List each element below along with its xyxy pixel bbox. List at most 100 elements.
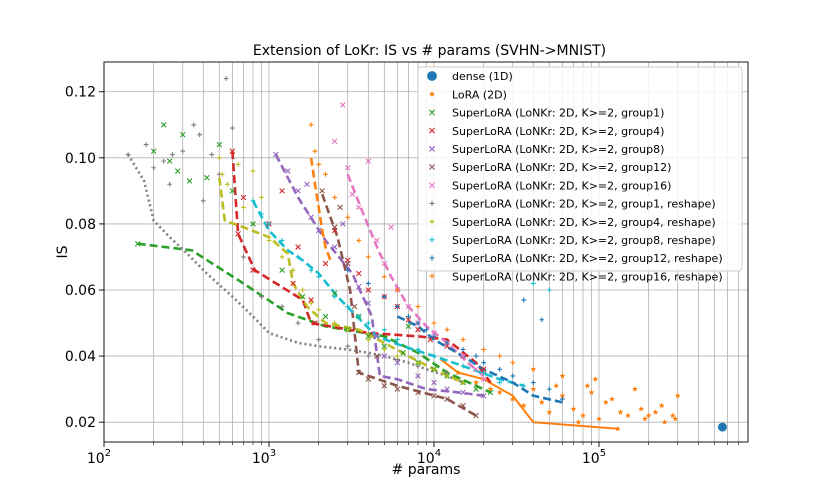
legend-label: SuperLoRA (LoNKr: 2D, K>=2, group16)	[452, 179, 671, 192]
data-point	[345, 343, 351, 349]
data-point	[473, 386, 479, 392]
data-point	[381, 274, 387, 280]
legend-item-dense-1d: dense (1D)	[427, 70, 513, 83]
data-point	[496, 389, 503, 395]
data-point	[266, 238, 272, 243]
data-point	[345, 214, 351, 220]
data-point	[415, 360, 421, 366]
data-point	[356, 314, 362, 319]
data-point	[170, 152, 175, 157]
series-lora-2d	[455, 366, 681, 432]
x-tick-label: 103	[252, 448, 276, 467]
data-point	[481, 360, 487, 366]
data-point	[559, 396, 565, 402]
data-point	[331, 138, 338, 145]
data-point	[431, 333, 437, 339]
data-point	[473, 366, 479, 373]
data-point	[427, 336, 434, 343]
y-tick-label: 0.12	[65, 85, 96, 101]
data-point	[344, 260, 351, 267]
legend-item-superlora-lonkr-2d-k-2-group1-reshape: SuperLoRA (LoNKr: 2D, K>=2, group1, resh…	[429, 198, 716, 211]
legend-item-superlora-lonkr-2d-k-2-group4-reshape: SuperLoRA (LoNKr: 2D, K>=2, group4, resh…	[429, 216, 716, 229]
data-point	[365, 353, 371, 359]
data-point	[431, 392, 437, 399]
data-point	[429, 255, 435, 261]
data-point	[316, 307, 322, 313]
data-point	[473, 379, 479, 385]
data-point	[250, 168, 256, 174]
data-point	[480, 366, 487, 373]
data-point	[652, 409, 659, 415]
data-point	[473, 353, 479, 359]
frontier-line-superlora-lonkr-2d-k-2-group4-reshape	[218, 177, 464, 384]
data-point	[355, 270, 362, 277]
data-point	[717, 422, 727, 432]
data-point	[460, 347, 466, 352]
data-point	[229, 188, 236, 194]
data-point	[322, 313, 329, 320]
data-point	[250, 221, 256, 227]
y-tick-label: 0.04	[65, 349, 96, 365]
frontier-line-superlora-lonkr-2d-k-2-group1-reshape	[126, 153, 464, 384]
data-point	[480, 392, 487, 399]
data-point	[424, 327, 429, 333]
data-point	[167, 181, 173, 187]
data-point	[308, 122, 314, 128]
plot-frame	[103, 61, 749, 443]
data-point	[332, 294, 338, 300]
data-point	[295, 320, 301, 326]
data-point	[638, 405, 644, 412]
data-point	[473, 412, 479, 419]
data-point	[520, 402, 527, 409]
data-point	[150, 148, 157, 155]
data-point	[204, 174, 210, 181]
legend-label: SuperLoRA (LoNKr: 2D, K>=2, group1, resh…	[452, 198, 716, 211]
data-point	[429, 237, 435, 243]
data-point	[429, 219, 435, 225]
data-point	[580, 412, 586, 418]
data-point	[481, 347, 487, 352]
data-point	[394, 287, 400, 293]
data-point	[444, 396, 450, 402]
data-point	[322, 260, 329, 267]
legend-item-superlora-lonkr-2d-k-2-group12: SuperLoRA (LoNKr: 2D, K>=2, group12)	[429, 161, 671, 174]
tick-layer: 102 103 104 105 0.02 0.04 0.06 0.08 0.10 0.12	[65, 85, 739, 467]
legend-label: dense (1D)	[452, 70, 513, 83]
data-point	[415, 389, 421, 396]
data-point	[355, 369, 362, 376]
data-point	[332, 320, 338, 326]
data-point	[197, 132, 203, 138]
data-point	[174, 168, 181, 174]
x-axis-label: # params	[392, 462, 461, 478]
data-point	[308, 300, 314, 306]
series-superlora-lonkr-2d-k-2-group8	[273, 151, 487, 399]
data-point	[460, 363, 466, 369]
data-point	[429, 145, 435, 152]
data-point	[332, 195, 338, 200]
x-tick-label: 102	[87, 448, 111, 467]
data-point	[460, 380, 466, 385]
data-point	[405, 303, 412, 310]
data-point	[381, 327, 387, 333]
data-point	[539, 317, 545, 323]
data-point	[546, 386, 552, 392]
data-point	[429, 164, 435, 170]
series-superlora-lonkr-2d-k-2-group16	[331, 102, 487, 383]
data-point	[428, 91, 436, 97]
data-point	[427, 71, 437, 81]
data-point	[316, 274, 322, 280]
data-point	[661, 419, 668, 425]
data-point	[200, 198, 206, 204]
data-point	[279, 238, 285, 243]
data-point	[415, 326, 421, 333]
data-point	[481, 370, 487, 376]
data-point	[429, 273, 435, 279]
data-point	[381, 353, 388, 359]
data-point	[241, 204, 246, 210]
frontier-layer	[126, 151, 618, 430]
data-point	[497, 366, 503, 372]
data-point	[381, 260, 388, 267]
legend-label: SuperLoRA (LoNKr: 2D, K>=2, group16, res…	[452, 270, 723, 283]
data-point	[216, 141, 223, 148]
series-dense-1d	[717, 422, 727, 432]
